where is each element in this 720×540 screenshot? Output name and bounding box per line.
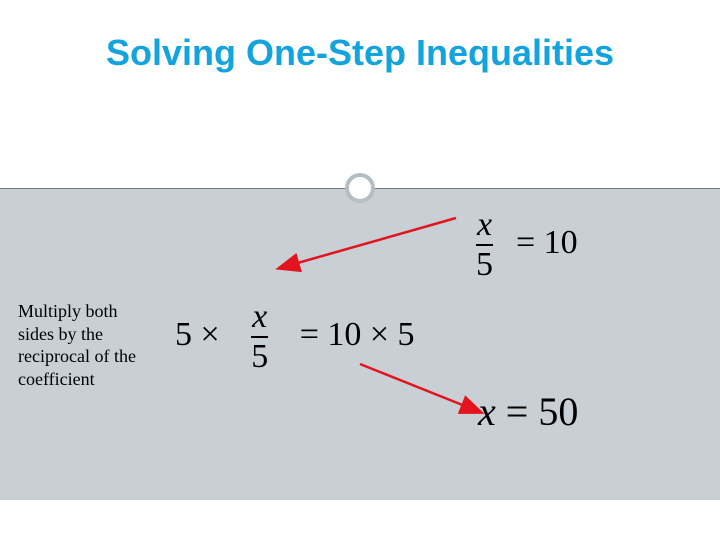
instruction-line: sides by the <box>18 324 103 344</box>
eq-text <box>228 316 237 353</box>
equation-2: 5 × x 5 = 10 × 5 <box>175 300 415 374</box>
denominator: 5 <box>251 340 268 374</box>
instruction-line: reciprocal of the <box>18 346 136 366</box>
eq-text: = 50 <box>496 389 579 434</box>
equation-3: x = 50 <box>478 388 578 435</box>
numerator: x <box>476 208 493 242</box>
eq-pre: 5 × <box>175 316 220 353</box>
eq-text <box>508 224 517 261</box>
eq-text <box>283 316 292 353</box>
page-title: Solving One-Step Inequalities <box>0 32 720 74</box>
eq-text: = 10 <box>516 224 578 261</box>
instruction-line: coefficient <box>18 369 95 389</box>
fraction: x 5 <box>470 208 499 282</box>
denominator: 5 <box>476 248 493 282</box>
divider-circle <box>345 173 375 203</box>
eq-text: x <box>478 389 496 434</box>
slide: Solving One-Step Inequalities Multiply b… <box>0 0 720 540</box>
eq-post: = 10 × 5 <box>300 316 415 353</box>
equation-1: x 5 = 10 <box>470 208 578 282</box>
numerator: x <box>251 300 268 334</box>
fraction: x 5 <box>245 300 274 374</box>
instruction-text: Multiply both sides by the reciprocal of… <box>18 300 136 390</box>
instruction-line: Multiply both <box>18 301 118 321</box>
